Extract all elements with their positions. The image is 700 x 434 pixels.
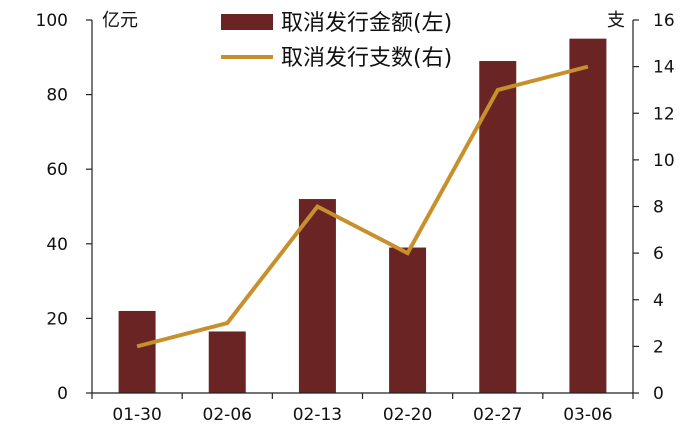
bar-02-20	[389, 247, 427, 393]
x-tick-label: 01-30	[112, 405, 161, 425]
line-series-path	[136, 64, 589, 349]
right-tick-label: 16	[653, 11, 675, 31]
line-series	[136, 64, 589, 349]
right-tick-label: 10	[653, 151, 675, 171]
x-tick-label: 03-06	[563, 405, 612, 425]
right-tick-label: 0	[653, 384, 664, 404]
bar-03-06	[569, 38, 607, 394]
left-axis-unit: 亿元	[102, 10, 138, 31]
bar-02-06	[208, 331, 246, 393]
legend-line-label: 取消发行支数(右)	[281, 46, 452, 71]
right-tick-label: 4	[653, 291, 664, 311]
legend: 取消发行金额(左) 取消发行支数(右)	[221, 11, 452, 71]
axes: 0 20 40 60 80 100 0 2 4 6 8 10 12 14 16 01-30 02-06 02-13…	[36, 10, 675, 425]
bar-01-30	[118, 310, 156, 393]
bar-02-13	[298, 199, 336, 393]
right-axis-unit: 支	[607, 10, 625, 31]
right-tick-label: 2	[653, 337, 664, 357]
left-tick-label: 40	[46, 235, 68, 255]
left-tick-label: 20	[46, 309, 68, 329]
right-tick-label: 8	[653, 198, 664, 218]
bar-series	[118, 38, 607, 394]
left-tick-label: 60	[46, 160, 68, 180]
left-tick-label: 0	[57, 384, 68, 404]
legend-bar-label: 取消发行金额(左)	[281, 11, 452, 36]
x-tick-label: 02-20	[383, 405, 432, 425]
right-tick-label: 12	[653, 104, 675, 124]
x-tick-label: 02-13	[293, 405, 342, 425]
x-tick-label: 02-06	[203, 405, 252, 425]
x-tick-label: 02-27	[473, 405, 522, 425]
right-tick-label: 14	[653, 58, 675, 78]
left-tick-label: 80	[46, 86, 68, 106]
left-tick-label: 100	[36, 11, 68, 31]
right-tick-label: 6	[653, 244, 664, 264]
legend-bar-swatch	[221, 14, 273, 30]
